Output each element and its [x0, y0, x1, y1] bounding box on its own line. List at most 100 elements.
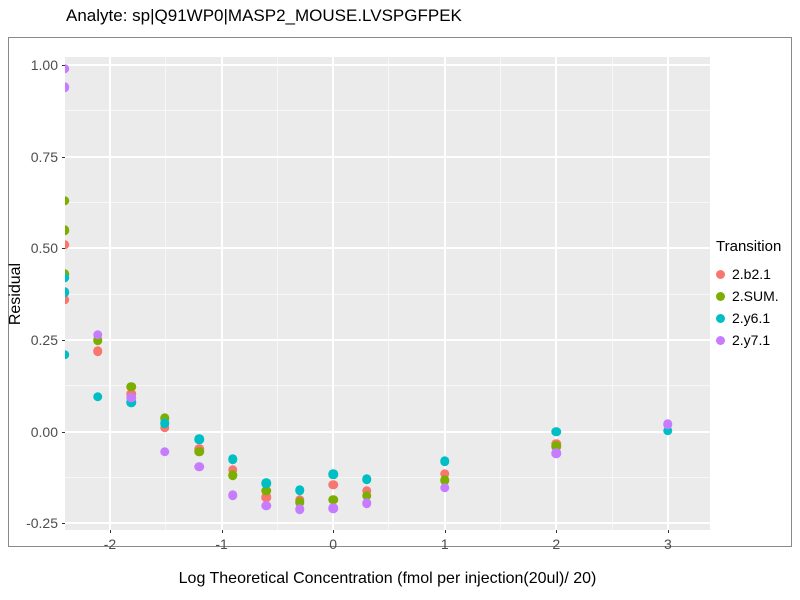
x-tick-label: -1 [215, 536, 228, 552]
data-point [294, 497, 305, 507]
data-point [551, 448, 562, 459]
data-point [551, 441, 562, 452]
data-point [294, 504, 305, 515]
data-point [65, 225, 69, 235]
legend-label: 2.SUM. [732, 288, 779, 304]
y-major-gridline [65, 64, 710, 67]
y-tick-mark [62, 156, 65, 158]
data-point [92, 346, 103, 356]
data-point [361, 491, 372, 501]
data-point [261, 478, 271, 489]
y-tick-mark [62, 248, 65, 250]
data-point [361, 474, 372, 485]
data-point [227, 454, 238, 464]
x-major-gridline [108, 57, 111, 530]
x-major-gridline [555, 57, 558, 530]
data-point [328, 480, 338, 490]
data-point [439, 468, 450, 479]
x-minor-gridline [500, 57, 502, 530]
legend-items: 2.b2.1 2.SUM. 2.y6.1 2.y7.1 [716, 263, 781, 351]
x-major-gridline [220, 57, 223, 530]
data-point [65, 239, 69, 250]
x-tick-label: 0 [329, 536, 338, 552]
data-point [92, 335, 103, 345]
y-tick-label: 0.25 [30, 332, 58, 349]
y-major-gridline [65, 247, 710, 250]
x-tick-mark [109, 530, 111, 533]
data-point [227, 464, 238, 475]
data-point [261, 501, 271, 511]
y-major-gridline [65, 430, 710, 433]
data-point [159, 418, 170, 429]
x-major-gridline [666, 57, 669, 530]
x-tick-mark [333, 530, 335, 533]
x-tick-mark [444, 530, 446, 533]
y-axis-title: Residual [7, 262, 24, 326]
y-tick-label: -0.25 [26, 515, 58, 532]
data-point [194, 434, 204, 445]
data-point [261, 486, 271, 496]
data-point [227, 490, 238, 500]
data-point [126, 381, 136, 392]
y-tick-mark [62, 65, 65, 67]
x-minor-gridline [611, 57, 613, 530]
y-major-gridline [65, 155, 710, 158]
y-tick-label: 0.50 [30, 240, 58, 257]
data-point [65, 287, 69, 298]
data-point [65, 272, 69, 283]
data-point [65, 349, 69, 360]
data-point [551, 426, 562, 437]
x-minor-gridline [388, 57, 390, 530]
y-tick-mark [62, 523, 65, 525]
data-point [126, 392, 136, 403]
data-point [294, 485, 305, 496]
y-minor-gridline [65, 385, 710, 387]
legend-title: Transition [716, 238, 782, 255]
data-point [439, 483, 450, 493]
data-point [361, 498, 372, 508]
data-point [194, 462, 204, 472]
y-major-gridline [65, 339, 710, 342]
data-point [159, 447, 170, 457]
y-minor-gridline [65, 293, 710, 295]
data-point [439, 475, 450, 485]
legend-label: 2.y6.1 [732, 310, 771, 326]
data-point [65, 63, 69, 74]
data-point [361, 486, 372, 496]
data-point [92, 391, 103, 402]
y-major-gridline [65, 522, 710, 525]
y-minor-gridline [65, 110, 710, 112]
data-point [126, 397, 136, 408]
data-point [328, 503, 338, 514]
legend-label: 2.b2.1 [732, 266, 771, 282]
legend-swatch-icon [716, 335, 725, 345]
legend-swatch-icon [716, 269, 725, 279]
x-tick-label: 2 [552, 536, 561, 552]
x-major-gridline [443, 57, 446, 530]
data-point [261, 492, 271, 503]
x-axis-title: Log Theoretical Concentration (fmol per … [178, 570, 597, 587]
y-minor-gridline [65, 477, 710, 479]
x-minor-gridline [165, 57, 167, 530]
data-point [227, 470, 238, 480]
legend-swatch-icon [716, 291, 725, 301]
legend-item: 2.SUM. [716, 285, 781, 307]
chart-title: Analyte: sp|Q91WP0|MASP2_MOUSE.LVSPGFPEK [66, 6, 462, 25]
y-tick-label: 1.00 [30, 57, 58, 74]
legend-item: 2.y7.1 [716, 329, 781, 351]
data-point [65, 195, 69, 206]
data-point [328, 469, 338, 480]
x-tick-mark [667, 530, 669, 533]
x-tick-label: -2 [103, 536, 117, 552]
data-point [92, 330, 103, 340]
y-tick-mark [62, 340, 65, 342]
legend-item: 2.y6.1 [716, 307, 781, 329]
x-minor-gridline [276, 57, 278, 530]
y-tick-label: 0.75 [30, 148, 58, 165]
data-point [65, 82, 69, 92]
data-point [194, 446, 204, 457]
data-point [65, 294, 69, 305]
plot-panel [65, 57, 710, 530]
legend-item: 2.b2.1 [716, 263, 781, 285]
